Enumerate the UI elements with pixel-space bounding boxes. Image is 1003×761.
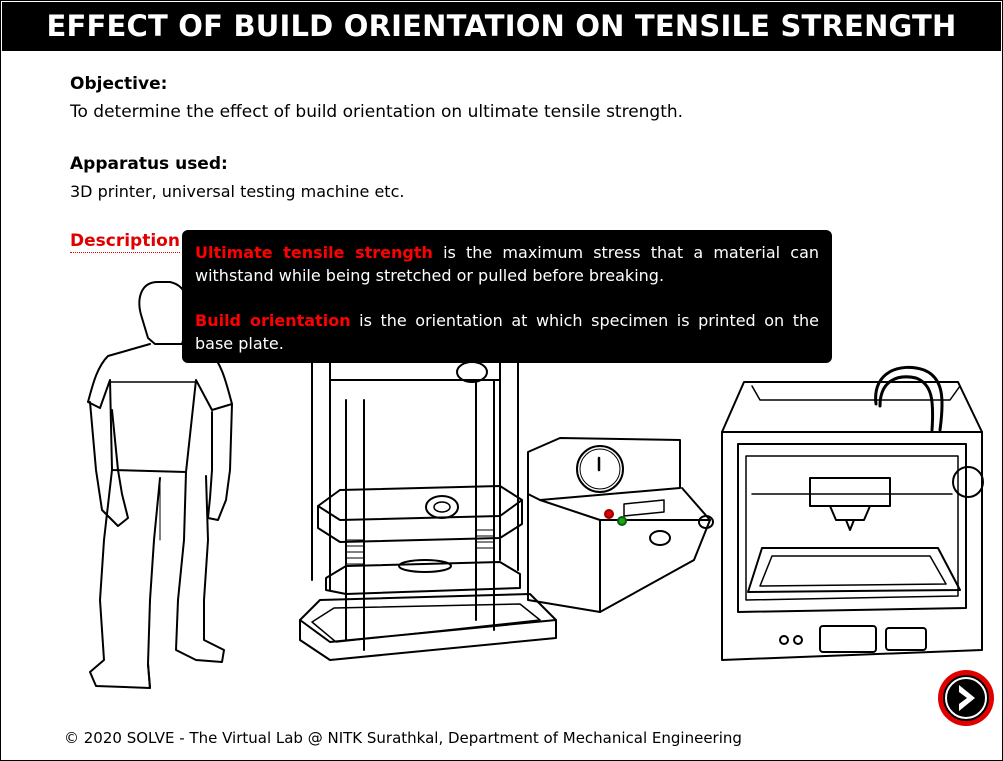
chevron-right-icon — [959, 685, 975, 711]
apparatus-heading: Apparatus used: — [70, 154, 228, 174]
tooltip-definition-uts: is the maximum stress that a material ca… — [195, 243, 820, 285]
tooltip-paragraph-uts: Ultimate tensile strength is the maximum… — [195, 241, 819, 287]
control-unit — [527, 437, 714, 613]
apparatus-text: 3D printer, universal testing machine et… — [70, 182, 405, 201]
tooltip-definition-orientation: is the orientation at which specimen is … — [195, 311, 819, 353]
tooltip-term-uts: Ultimate tensile strength — [195, 243, 433, 262]
description-link[interactable]: Description — [70, 231, 180, 253]
page-title: EFFECT OF BUILD ORIENTATION ON TENSILE S… — [2, 2, 1001, 51]
universal-testing-machine — [299, 359, 557, 661]
objective-heading: Objective: — [70, 74, 168, 94]
3d-printer — [721, 365, 984, 661]
tooltip-term-orientation: Build orientation — [195, 311, 351, 330]
objective-text: To determine the effect of build orienta… — [70, 102, 684, 122]
definition-tooltip: Ultimate tensile strength is the maximum… — [182, 230, 832, 363]
next-button[interactable] — [936, 668, 996, 728]
tooltip-paragraph-orientation: Build orientation is the orientation at … — [195, 309, 819, 355]
footer-copyright: © 2020 SOLVE - The Virtual Lab @ NITK Su… — [64, 729, 742, 747]
